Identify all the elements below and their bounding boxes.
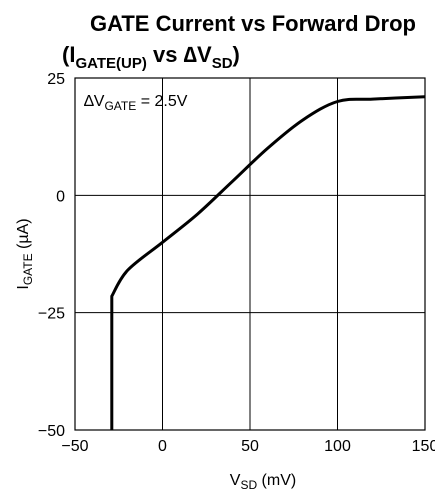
chart-title-line1: GATE Current vs Forward Drop — [90, 11, 416, 36]
plot-area — [74, 77, 426, 431]
chart-title-sub1: GATE(UP) — [75, 55, 146, 72]
chart-title-close: ) — [233, 42, 240, 67]
y-tick-label: 0 — [56, 188, 65, 205]
x-tick-label: 150 — [412, 438, 435, 455]
chart-title-line2: (IGATE(UP) vs ∆VSD) — [62, 42, 240, 72]
x-axis-label-sub: SD — [240, 478, 257, 492]
y-axis-label-main: I — [15, 285, 32, 289]
y-ticks: 25 0 −25 −50 — [38, 71, 65, 440]
y-axis-label-unit: (µA) — [15, 218, 32, 253]
chart-title-sub2: SD — [212, 55, 233, 72]
series-line — [110, 95, 426, 430]
x-tick-label: 50 — [241, 438, 259, 455]
x-tick-label: 100 — [324, 438, 351, 455]
plot-border — [74, 77, 426, 431]
annotation: ∆VGATE = 2.5V — [84, 93, 188, 113]
chart-title-open: (I — [62, 42, 75, 67]
annotation-main: ∆V — [84, 93, 105, 110]
y-tick-label: 25 — [47, 71, 65, 88]
x-axis-label-main: V — [230, 472, 241, 489]
annotation-sub: GATE — [104, 99, 136, 113]
y-axis-label: IGATE (µA) — [15, 218, 35, 289]
y-tick-label: −25 — [38, 306, 65, 323]
x-axis-label-unit: (mV) — [257, 472, 296, 489]
y-axis-label-sub: GATE — [21, 253, 35, 285]
x-ticks: −50 0 50 100 150 — [61, 438, 435, 455]
gridlines — [75, 78, 425, 430]
chart-title-mid: vs ∆V — [147, 42, 212, 67]
x-axis-label: VSD (mV) — [230, 472, 296, 492]
y-tick-label: −50 — [38, 423, 65, 440]
x-tick-label: −50 — [61, 438, 88, 455]
annotation-rest: = 2.5V — [136, 93, 187, 110]
x-tick-label: 0 — [158, 438, 167, 455]
